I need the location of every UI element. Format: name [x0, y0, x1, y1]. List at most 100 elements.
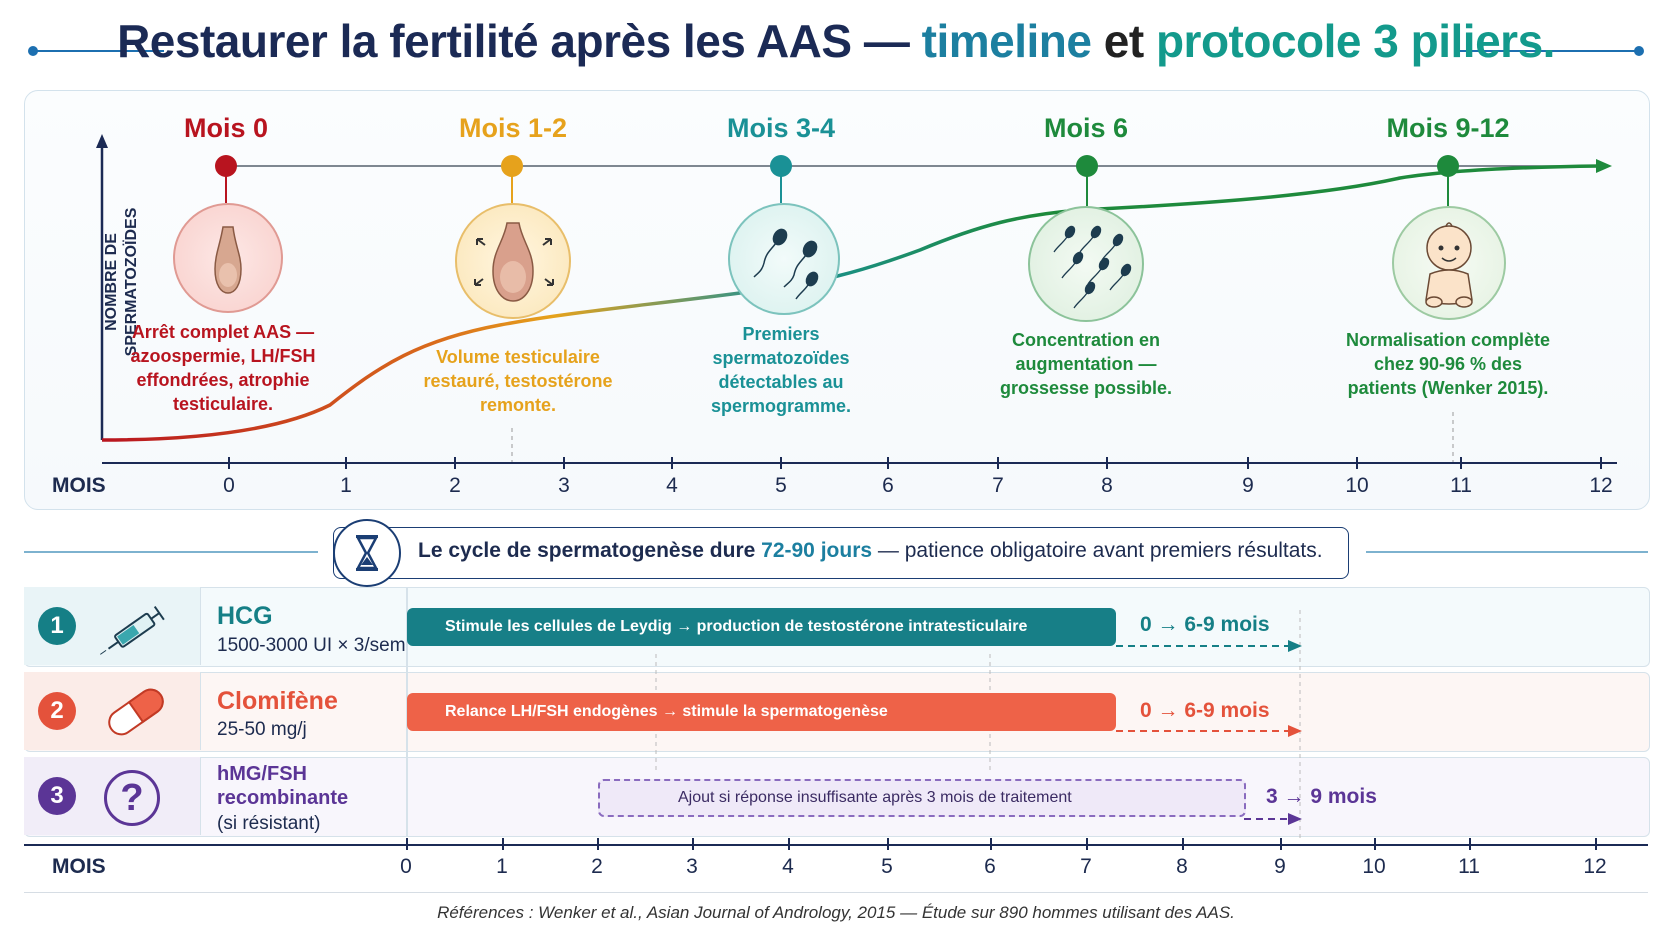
pillar-name-line-2: recombinante: [217, 787, 349, 809]
stage-label-mois-3-4: Mois 3-4: [726, 113, 836, 143]
cycle-left-line: [24, 551, 318, 553]
stage-dot: [501, 155, 523, 177]
bottom-axis-tick: [1086, 838, 1088, 850]
pillar-number-2: 2: [38, 692, 76, 730]
stage-desc-line: Volume testiculaire: [436, 347, 600, 367]
stage-desc-line: Normalisation complète: [1345, 330, 1551, 350]
bottom-axis-tick-label: 10: [1362, 855, 1386, 878]
references: Références : Wenker et al., Asian Journa…: [437, 903, 1235, 922]
stage-dot: [1437, 155, 1459, 177]
stage-desc-line: chez 90-96 % des: [1373, 354, 1523, 374]
timeline-panel: [24, 90, 1650, 510]
hcg-arrow-head: [1288, 640, 1302, 652]
top-axis-tick-label: 6: [882, 474, 894, 497]
bottom-axis-tick: [990, 838, 992, 850]
stage-markers: [215, 155, 1459, 206]
bottom-axis-tick-label: 5: [881, 855, 893, 878]
y-axis-arrow: [96, 134, 108, 148]
bottom-axis-tick-label: 7: [1080, 855, 1092, 878]
bottom-axis-tick-label: 2: [591, 855, 603, 878]
stage-desc-line: testiculaire.: [172, 394, 274, 414]
page-title: Restaurer la fertilité après les AAS — t…: [0, 14, 1672, 68]
bottom-axis-tick: [502, 838, 504, 850]
x-axis-ticks: [228, 457, 1602, 469]
title-part-1: Restaurer la fertilité après les AAS —: [117, 15, 910, 67]
stage-desc-line: grossesse possible.: [999, 378, 1173, 398]
testicle-atrophied-icon: [214, 226, 242, 294]
cycle-right-line: [1366, 551, 1648, 553]
hmg-arrow-head: [1288, 813, 1302, 825]
top-axis-tick-label: 10: [1345, 474, 1369, 497]
stage-label-mois-1-2: Mois 1-2: [458, 113, 568, 143]
top-axis-tick-label: 4: [666, 474, 678, 497]
stage-desc-line: Concentration en: [1011, 330, 1160, 350]
sperm-count-curve: [101, 164, 1601, 442]
bottom-axis-tick-label: 6: [984, 855, 996, 878]
stage-dot: [215, 155, 237, 177]
bottom-axis-tick: [406, 838, 408, 850]
bottom-axis-tick: [692, 838, 694, 850]
syringe-icon: [100, 605, 165, 655]
stage-desc-line: Arrêt complet AAS —: [131, 322, 315, 342]
bottom-axis-tick-label: 1: [496, 855, 508, 878]
bottom-axis-tick: [1469, 838, 1471, 850]
stage-circle-mois-1-2: [455, 203, 571, 319]
stage-circle-mois-0: [173, 203, 283, 313]
sperm-few-icon: [753, 228, 819, 300]
bottom-axis-tick-label: 4: [782, 855, 794, 878]
bottom-axis-tick: [597, 838, 599, 850]
references-divider: [24, 892, 1648, 893]
stage-desc-mois-3-4: Premiers spermatozoïdes détectables au s…: [671, 322, 891, 418]
stage-desc-mois-1-2: Volume testiculaire restauré, testostéro…: [408, 345, 628, 417]
bottom-axis-tick-label: 11: [1458, 855, 1480, 878]
stage-desc-line: Premiers: [742, 324, 820, 344]
sperm-many-icon: [1053, 225, 1132, 309]
hcg-duration-bar: Stimule les cellules de Leydig → product…: [407, 608, 1116, 646]
cycle-duration-highlight: 72-90 jours: [761, 539, 873, 562]
stage-desc-line: spermogramme.: [710, 396, 852, 416]
title-part-3: et: [1103, 15, 1144, 67]
hcg-duration: 0 → 6-9 mois: [1140, 613, 1270, 636]
title-left-line: [36, 50, 164, 52]
pillar-name-hmg-fsh: hMG/FSH recombinante: [217, 762, 348, 810]
top-axis-tick-label: 5: [775, 474, 787, 497]
baby-icon: [1425, 222, 1473, 308]
cycle-text-bold: Le cycle de spermatogenèse dure: [418, 539, 762, 562]
pillar-dose-hmg-fsh: (si résistant): [217, 813, 321, 834]
bottom-axis-tick-label: 9: [1274, 855, 1286, 878]
top-axis-tick-label: 0: [223, 474, 235, 497]
protocol-guides: [655, 610, 1302, 840]
stage-desc-line: effondrées, atrophie: [136, 370, 310, 390]
stage-label-mois-6: Mois 6: [1043, 113, 1129, 143]
top-axis-tick-label: 12: [1589, 474, 1613, 497]
title-part-4: protocole 3 piliers.: [1155, 15, 1556, 67]
stage-label-mois-9-12: Mois 9-12: [1386, 113, 1510, 143]
curve-arrow: [1596, 159, 1612, 173]
title-right-line: [1456, 50, 1636, 52]
bottom-axis-tick: [1374, 838, 1376, 850]
stage-desc-line: restauré, testostérone: [423, 371, 613, 391]
stage-desc-mois-9-12: Normalisation complète chez 90-96 % des …: [1323, 328, 1573, 400]
top-axis-tick-label: 8: [1101, 474, 1113, 497]
cycle-info-box: [333, 527, 1349, 579]
hmg-fsh-duration-bar: Ajout si réponse insuffisante après 3 mo…: [598, 779, 1246, 817]
stage-dot: [1076, 155, 1098, 177]
pillar-name-hcg: HCG: [217, 602, 273, 630]
top-axis-tick-label: 11: [1450, 474, 1472, 497]
top-axis-tick-label: 9: [1242, 474, 1254, 497]
pillar-name-separator: [406, 587, 408, 837]
bottom-axis-tick-label: 3: [686, 855, 698, 878]
bottom-axis-tick: [1182, 838, 1184, 850]
stage-desc-line: détectables au: [718, 372, 844, 392]
bottom-axis-line: [24, 844, 1648, 846]
bottom-axis-unit-label: MOIS: [52, 855, 106, 878]
top-axis-tick-label: 7: [992, 474, 1004, 497]
clomifene-duration-bar: Relance LH/FSH endogènes → stimule la sp…: [407, 693, 1116, 731]
bottom-axis-tick-label: 8: [1176, 855, 1188, 878]
title-left-dot: [28, 46, 38, 56]
stage-desc-line: remonte.: [479, 395, 557, 415]
stage-circle-mois-3-4: [728, 203, 840, 315]
hourglass-icon: [333, 519, 401, 587]
bottom-axis-tick: [1280, 838, 1282, 850]
cycle-text: Le cycle de spermatogenèse dure 72-90 jo…: [418, 539, 1323, 563]
